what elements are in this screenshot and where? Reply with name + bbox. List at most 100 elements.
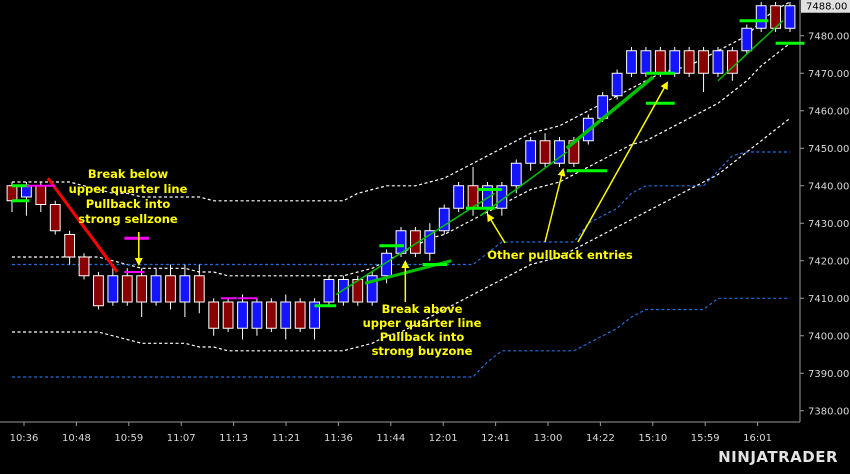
- candle-body: [683, 50, 695, 74]
- x-tick-label: 14:22: [586, 433, 615, 444]
- x-tick-label: 12:41: [481, 433, 510, 444]
- brand-left: NINJ: [718, 448, 757, 466]
- trend-line-up-3: [479, 151, 568, 217]
- x-tick-label: 11:13: [219, 433, 248, 444]
- brand-right: TRADER: [767, 448, 838, 466]
- annotation-text: Other pullback entries: [487, 248, 633, 262]
- candle-body: [251, 301, 263, 329]
- candle-body: [654, 50, 666, 74]
- x-tick-label: 15:10: [638, 433, 667, 444]
- candle-body: [150, 275, 162, 303]
- candle-body: [93, 275, 104, 307]
- x-tick-label: 13:00: [534, 433, 563, 444]
- x-tick-label: 12:01: [429, 433, 458, 444]
- candle-body: [121, 275, 133, 303]
- annotation-arrow: [577, 81, 668, 243]
- candle-body: [309, 301, 320, 329]
- candle-body: [64, 234, 76, 258]
- candle-body: [136, 275, 148, 303]
- x-tick-label: 16:01: [743, 433, 772, 444]
- annotation-text: Pullback into: [86, 197, 171, 211]
- candle-body: [453, 185, 465, 209]
- candle-body: [179, 275, 191, 303]
- candle-body: [410, 230, 421, 254]
- candle-body: [525, 140, 537, 164]
- trend-line-up-5: [717, 20, 784, 82]
- candle-body: [698, 50, 709, 74]
- x-tick-label: 11:36: [324, 433, 353, 444]
- x-tick-label: 11:07: [167, 433, 196, 444]
- candle-body: [165, 275, 176, 303]
- candle-body: [381, 252, 392, 277]
- candle-body: [49, 204, 61, 232]
- candle-body: [222, 301, 234, 329]
- candle-body: [669, 50, 681, 74]
- candle-body: [21, 185, 32, 198]
- x-tick-label: 10:36: [10, 433, 39, 444]
- candle-body: [611, 72, 623, 97]
- y-axis: 7480.00 7470.00 7460.00 7450.00 7440.00 7430.…: [799, 0, 850, 422]
- candle-body: [323, 279, 335, 303]
- annotation-text: Break below: [88, 167, 169, 181]
- candle-body: [395, 230, 407, 254]
- candle-body: [35, 185, 47, 205]
- annotation-text: strong buyzone: [372, 344, 473, 358]
- candle-body: [784, 5, 796, 29]
- y-tick-label: 7380.00: [808, 406, 849, 417]
- x-tick-label: 11:21: [272, 433, 301, 444]
- candle-body: [366, 275, 378, 303]
- candle-body: [712, 50, 724, 74]
- annotation-text: upper quarter line: [363, 316, 482, 330]
- candle-body: [107, 275, 119, 303]
- y-tick-label: 7420.00: [808, 256, 849, 267]
- candle-body: [554, 140, 565, 164]
- y-tick-label: 7470.00: [808, 69, 849, 80]
- y-tick-label: 7450.00: [808, 144, 849, 155]
- x-tick-label: 10:59: [114, 433, 143, 444]
- candle-body: [352, 279, 364, 303]
- x-axis: 10:36 10:48 10:59 11:07 11:13 11:21 11:36 11:44…: [0, 421, 800, 444]
- y-tick-label: 7400.00: [808, 331, 849, 342]
- brand-a: A: [756, 448, 768, 466]
- candle-body: [626, 50, 637, 74]
- trend-line-up-1: [335, 192, 496, 296]
- annotation-arrow: [544, 168, 566, 243]
- candle-body: [438, 207, 450, 232]
- x-tick-label: 10:48: [62, 433, 91, 444]
- y-tick-label: 7390.00: [808, 369, 849, 380]
- candle-body: [193, 275, 205, 303]
- candle-body: [510, 162, 522, 187]
- candle-body: [640, 50, 652, 74]
- ninjatrader-logo: NINJATRADER: [718, 448, 838, 466]
- candle-body: [539, 140, 551, 164]
- y-tick-label: 7460.00: [808, 106, 849, 117]
- band-blue-upper: [12, 151, 790, 266]
- candle-body: [208, 301, 220, 329]
- candle-body: [755, 5, 767, 29]
- annotation-text: Break above: [382, 302, 463, 316]
- candle-body: [280, 301, 292, 329]
- candle-body: [741, 27, 753, 52]
- candle-body: [294, 301, 306, 329]
- band-white-lower: [12, 117, 791, 352]
- y-tick-label: 7430.00: [808, 219, 849, 230]
- candle-body: [6, 185, 18, 202]
- candle-body: [237, 301, 248, 329]
- last-price-label: 7488.00: [806, 1, 847, 12]
- overlays: [12, 19, 805, 308]
- x-tick-label: 15:59: [691, 433, 720, 444]
- x-tick-label: 11:44: [376, 433, 405, 444]
- candle-body: [424, 230, 436, 254]
- annotation-text: Pullback into: [380, 330, 465, 344]
- y-tick-label: 7410.00: [808, 294, 849, 305]
- y-tick-label: 7480.00: [808, 31, 849, 42]
- annotation-text: upper quarter line: [69, 182, 188, 196]
- annotation-text: strong sellzone: [78, 212, 178, 226]
- candle-body: [265, 301, 277, 329]
- last-price-box: [801, 0, 850, 13]
- candle-body: [78, 256, 90, 277]
- trend-line-down: [46, 177, 119, 273]
- trend-line-up-4: [565, 75, 655, 150]
